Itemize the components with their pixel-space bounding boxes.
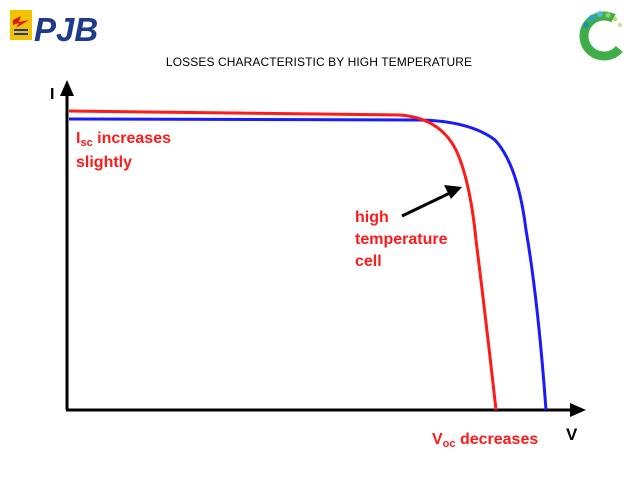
lightning-icon (13, 16, 29, 28)
normal-temperature-curve (68, 117, 548, 411)
x-axis-label: V (566, 425, 578, 444)
pjb-logo: PJB (10, 10, 98, 48)
logo-text: PJB (34, 11, 98, 48)
hot-cell-label-line1: high (355, 209, 389, 226)
isc-label: Isc increases (76, 130, 171, 149)
hot-cell-label-line2: temperature (355, 231, 448, 248)
hot-cell-label-line3: cell (355, 253, 382, 270)
pointer-arrow (401, 190, 453, 218)
pointer-arrow-head (444, 185, 462, 199)
swirl-logo (579, 11, 629, 61)
x-axis-arrow (570, 403, 586, 417)
y-axis-label: I (50, 86, 54, 103)
slide-title: LOSSES CHARACTERISTIC BY HIGH TEMPERATUR… (165, 55, 473, 69)
high-temperature-curve (68, 109, 498, 411)
y-axis-arrow (60, 80, 74, 96)
isc-label-line2: slightly (76, 154, 132, 171)
voc-label: Voc decreases (432, 431, 538, 450)
logo-yellow-block (10, 10, 32, 40)
